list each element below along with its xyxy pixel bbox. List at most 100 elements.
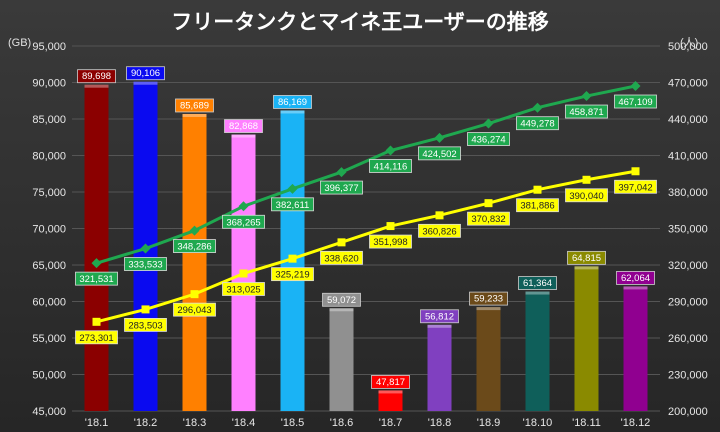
line-marker (533, 185, 542, 194)
line-marker (189, 225, 200, 236)
bar-data-label-box (322, 292, 361, 307)
x-tick-label: '18.10 (523, 417, 553, 429)
bar-data-label-box (567, 250, 606, 265)
line-data-label: 325,219 (275, 270, 309, 281)
right-axis-unit: (人) (680, 36, 698, 49)
left-axis-tick-label: 60,000 (32, 297, 66, 309)
bar-highlight (231, 134, 256, 138)
line-marker (631, 167, 640, 176)
right-axis-tick-label: 260,000 (668, 333, 708, 345)
line-data-label: 390,040 (569, 191, 603, 202)
bar (329, 308, 354, 411)
line-data-label-box (516, 198, 559, 213)
line-marker (630, 81, 641, 92)
line-data-label: 449,278 (520, 119, 554, 130)
line-data-label-box (369, 159, 412, 173)
bar-highlight (84, 84, 109, 88)
x-tick-label: '18.5 (281, 417, 305, 429)
bar-data-label: 59,072 (327, 295, 356, 306)
line-series-1 (96, 84, 636, 265)
bar-data-label: 89,698 (82, 71, 111, 82)
line-data-label: 338,620 (324, 253, 358, 264)
bar (574, 266, 599, 411)
line-data-label: 458,871 (569, 107, 603, 118)
line-marker (385, 145, 396, 156)
line-data-label: 382,611 (276, 200, 310, 211)
line-marker (91, 258, 102, 269)
line-marker (435, 211, 444, 220)
line-marker (532, 102, 543, 113)
line-data-label-box (222, 214, 265, 229)
left-axis-tick-label: 45,000 (32, 406, 66, 418)
x-tick-label: '18.4 (232, 417, 256, 429)
grid-layer (72, 45, 660, 412)
line-data-label: 321,531 (79, 274, 113, 285)
bar-data-label: 90,106 (131, 68, 160, 79)
line-marker (336, 167, 347, 178)
bar-data-label-box (126, 66, 165, 81)
x-tick-label: '18.6 (330, 417, 354, 429)
line-data-label: 397,042 (618, 182, 652, 193)
line-data-label-box (418, 223, 461, 238)
line-marker (484, 199, 493, 208)
bar-highlight (182, 113, 207, 117)
bar-highlight (329, 308, 354, 312)
line-data-label-box (467, 211, 510, 226)
x-tick-label: '18.3 (183, 417, 207, 429)
line-marker (483, 118, 494, 129)
left-axis-tick-label: 85,000 (32, 114, 66, 126)
line-marker (582, 175, 591, 184)
x-tick-label: '18.7 (379, 417, 403, 429)
bar-data-label: 82,868 (229, 121, 258, 132)
right-axis-tick-label: 200,000 (668, 406, 708, 418)
bar-data-label: 59,233 (474, 294, 503, 305)
line-marker (287, 183, 298, 194)
left-axis-tick-label: 75,000 (32, 187, 66, 199)
bar-data-label-box (469, 291, 508, 306)
bar-highlight (133, 81, 158, 85)
line-data-label-box (320, 250, 363, 265)
axis-layer: 95,000 500,000 90,000 470,000 85,000 440,000 8… (32, 41, 707, 429)
line-data-label-box (418, 146, 461, 161)
line-data-label-box (124, 318, 167, 332)
line-data-label: 381,886 (520, 201, 554, 212)
bar-highlight (574, 266, 599, 270)
bar (476, 307, 501, 411)
line-marker (141, 305, 150, 314)
x-tick-label: '18.12 (621, 417, 651, 429)
line-marker (238, 201, 249, 212)
line-data-label-box (173, 302, 216, 317)
bar-data-label: 47,817 (376, 377, 405, 388)
line-data-label-box (173, 239, 216, 253)
bar-data-label: 61,364 (523, 278, 552, 289)
x-tick-label: '18.11 (572, 417, 601, 429)
bar-highlight (280, 110, 305, 114)
bar-data-label-box (518, 276, 557, 290)
bar (525, 291, 550, 411)
left-axis-tick-label: 55,000 (32, 333, 66, 345)
line-data-label: 467,109 (618, 97, 652, 108)
bar-data-label-box (420, 309, 459, 324)
line-data-label-box (271, 267, 314, 282)
bar (378, 390, 403, 411)
right-axis-tick-label: 380,000 (668, 187, 708, 199)
line-data-label-box (124, 257, 167, 271)
line-data-label: 273,301 (79, 333, 113, 344)
left-axis-tick-label: 70,000 (32, 224, 66, 236)
line-data-label: 424,502 (422, 149, 456, 160)
line-data-label-box (565, 104, 608, 119)
bar-data-label-box (224, 119, 263, 133)
line-data-label: 414,116 (374, 161, 408, 172)
bar-highlight (525, 291, 550, 295)
bar (427, 324, 452, 411)
line-data-label-box (614, 94, 657, 109)
line-marker (92, 317, 101, 326)
right-axis-tick-label: 320,000 (668, 260, 708, 272)
line-data-label-box (467, 132, 510, 146)
line-marker (140, 243, 151, 254)
line-data-label: 436,274 (471, 135, 505, 146)
line-data-label-box (565, 188, 608, 203)
